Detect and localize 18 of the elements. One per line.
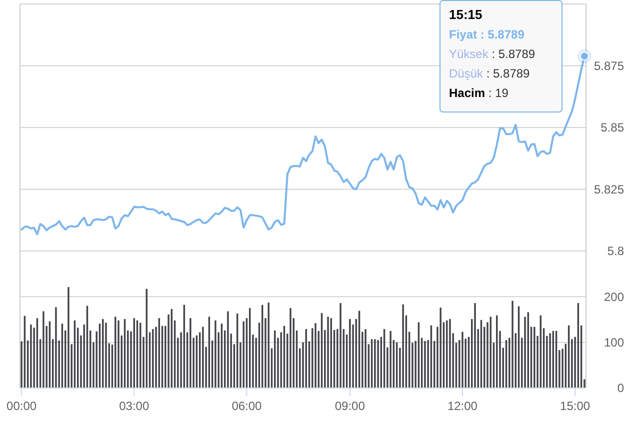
x-tick-label: 12:00 (447, 399, 478, 413)
x-tick-label: 00:00 (6, 399, 37, 413)
annotation: Hacim : 19 (449, 86, 509, 100)
annotation: Fiyat : 5.8789 (449, 28, 525, 42)
annotation: 15:15 (449, 7, 482, 22)
x-tick-label: 03:00 (119, 399, 150, 413)
y-tick-label: 5.825 (594, 182, 624, 196)
annotation: Düşük : 5.8789 (449, 66, 530, 80)
y-tick-label: 100 (604, 336, 624, 350)
y-tick-label: 5.8 (607, 244, 624, 258)
y-tick-label: 200 (604, 290, 624, 304)
x-tick-label: 15:00 (560, 399, 590, 413)
y-tick-label: 0 (617, 381, 624, 396)
y-tick-label: 5.875 (594, 58, 624, 73)
annotation: Yüksek : 5.8789 (449, 47, 536, 61)
y-tick-label: 5.85 (600, 120, 624, 135)
x-tick-label: 06:00 (232, 399, 262, 413)
x-tick-label: 09:00 (334, 399, 366, 413)
